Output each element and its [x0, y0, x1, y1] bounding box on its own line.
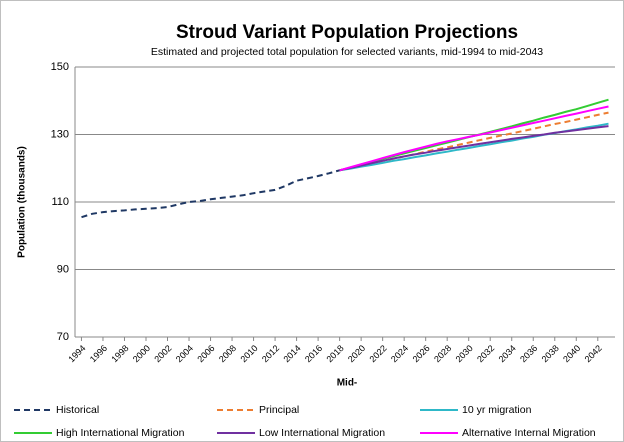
legend-label: Alternative Internal Migration [462, 427, 596, 439]
chart-title: Stroud Variant Population Projections [176, 22, 518, 43]
y-tick-label: 130 [51, 128, 69, 140]
y-tick-label: 90 [57, 263, 69, 275]
y-tick-label: 70 [57, 331, 69, 343]
legend-label: Principal [259, 404, 299, 416]
series-line [339, 125, 609, 172]
legend-label: Low International Migration [259, 427, 385, 439]
series-line [81, 169, 340, 219]
y-axis-label: Population (thousands) [17, 146, 28, 258]
series-line [339, 105, 609, 172]
chart-subtitle: Estimated and projected total population… [151, 46, 543, 58]
legend-label: 10 yr migration [462, 404, 532, 416]
legend-label: High International Migration [56, 427, 185, 439]
y-tick-label: 110 [51, 196, 69, 208]
x-axis-label: Mid- [337, 378, 358, 389]
legend-label: Historical [56, 404, 99, 416]
y-tick-label: 150 [51, 61, 69, 73]
